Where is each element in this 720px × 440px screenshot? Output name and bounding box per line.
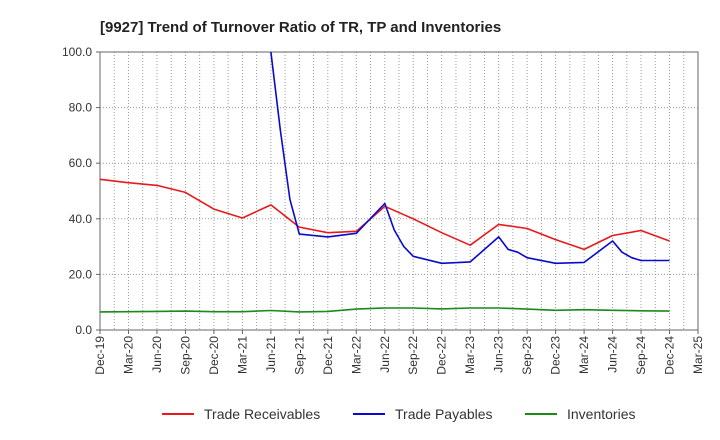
y-tick-label: 0.0 [75,323,92,337]
x-tick-label: Sep-20 [178,336,192,375]
x-tick-label: Dec-24 [663,336,677,375]
legend-label-inventories: Inventories [567,406,635,422]
y-tick-label: 40.0 [69,212,93,226]
x-tick-label: Dec-19 [93,336,107,375]
plot-frame [99,51,699,331]
x-tick-label: Dec-20 [207,336,221,375]
y-tick-label: 80.0 [69,101,93,115]
series-lines [99,51,670,313]
y-tick-label: 20.0 [69,267,93,281]
x-axis-ticks: Dec-19 Mar-20 Jun-20 Sep-20 Dec-20 Mar-21 Jun-… [93,330,705,375]
x-tick-label: Sep-24 [634,336,648,375]
x-tick-label: Jun-21 [264,336,278,373]
legend-label-trade-receivables: Trade Receivables [204,406,320,422]
x-tick-label: Jun-22 [378,336,392,373]
x-tick-label: Mar-24 [577,336,591,374]
x-tick-label: Sep-23 [520,336,534,375]
legend-label-trade-payables: Trade Payables [395,406,493,422]
x-tick-label: Dec-23 [549,336,563,375]
y-axis-ticks: 0.0 20.0 40.0 60.0 80.0 100.0 [62,45,100,337]
x-tick-label: Dec-22 [435,336,449,375]
x-tick-label: Dec-21 [321,336,335,375]
chart-title: [9927] Trend of Turnover Ratio of TR, TP… [100,19,501,36]
series-line-trade-receivables [99,178,670,251]
x-tick-label: Jun-24 [606,336,620,373]
x-tick-label: Mar-22 [349,336,363,374]
x-tick-label: Sep-22 [406,336,420,375]
x-tick-label: Jun-20 [150,336,164,373]
y-tick-label: 100.0 [62,45,92,59]
grid [100,52,698,330]
x-tick-label: Mar-20 [121,336,135,374]
x-tick-label: Jun-23 [492,336,506,373]
legend: Trade Receivables Trade Payables Inventori… [162,406,635,422]
x-tick-label: Mar-23 [463,336,477,374]
x-tick-label: Mar-25 [691,336,705,374]
x-tick-label: Mar-21 [235,336,249,374]
series-line-trade-payables [270,51,670,265]
series-line-inventories [99,307,670,313]
y-tick-label: 60.0 [69,156,93,170]
x-tick-label: Sep-21 [292,336,306,375]
